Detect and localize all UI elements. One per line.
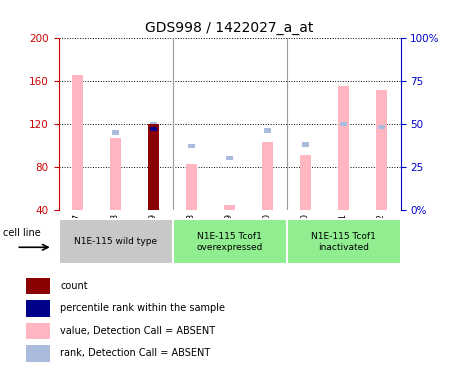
Bar — [300, 155, 311, 210]
Bar — [27, 300, 50, 317]
Text: N1E-115 Tcof1
overexpressed: N1E-115 Tcof1 overexpressed — [196, 232, 263, 252]
Bar — [58, 219, 172, 264]
Text: percentile rank within the sample: percentile rank within the sample — [60, 303, 225, 313]
Bar — [72, 75, 83, 210]
Bar — [287, 219, 400, 264]
Bar — [226, 156, 233, 160]
Bar — [186, 164, 197, 210]
Bar — [264, 129, 271, 133]
Text: N1E-115 Tcof1
inactivated: N1E-115 Tcof1 inactivated — [311, 232, 376, 252]
Bar — [27, 322, 50, 339]
Bar — [224, 205, 235, 210]
Bar — [150, 127, 157, 131]
Bar — [27, 278, 50, 294]
Bar — [27, 345, 50, 362]
Bar — [262, 142, 273, 210]
Text: count: count — [60, 281, 88, 291]
Bar — [188, 144, 195, 148]
Bar — [110, 138, 121, 210]
Bar — [302, 142, 309, 147]
Bar — [340, 122, 347, 126]
Bar — [148, 124, 159, 210]
Bar — [172, 219, 287, 264]
Text: rank, Detection Call = ABSENT: rank, Detection Call = ABSENT — [60, 348, 211, 358]
Bar — [112, 130, 119, 135]
Bar — [150, 122, 157, 126]
Bar — [376, 90, 387, 210]
Bar — [148, 124, 159, 210]
Text: value, Detection Call = ABSENT: value, Detection Call = ABSENT — [60, 326, 216, 336]
Text: cell line: cell line — [3, 228, 40, 238]
Bar — [378, 125, 385, 129]
Title: GDS998 / 1422027_a_at: GDS998 / 1422027_a_at — [145, 21, 314, 35]
Text: N1E-115 wild type: N1E-115 wild type — [74, 237, 157, 246]
Bar — [338, 86, 349, 210]
